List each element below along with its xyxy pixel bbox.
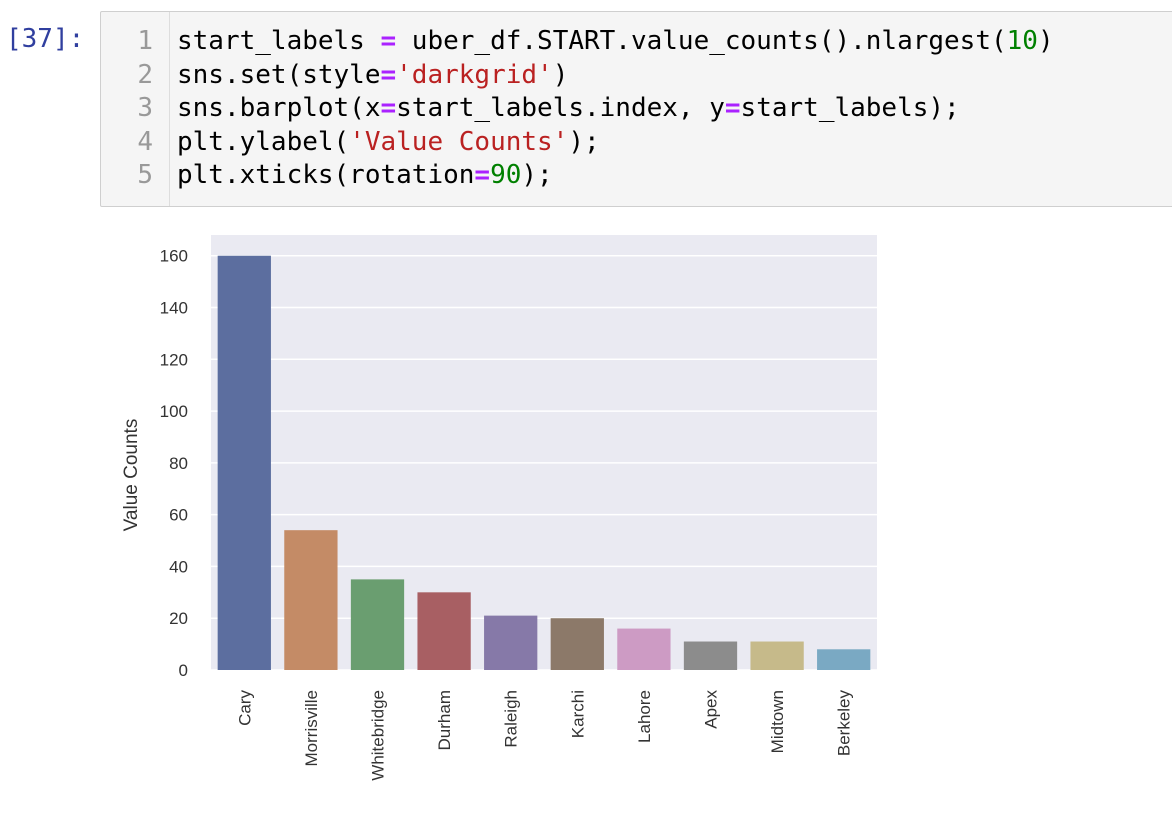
code-token: =	[380, 93, 397, 123]
y-tick-label: 20	[169, 609, 188, 628]
x-tick-label: Apex	[702, 690, 721, 729]
bar-karchi	[550, 618, 604, 670]
bar-whitebridge	[350, 579, 405, 670]
code-token: =	[380, 59, 397, 90]
code-token: =	[724, 93, 741, 123]
line-number-gutter	[101, 12, 170, 206]
bar-morrisville	[284, 530, 338, 670]
x-tick-label: Berkeley	[835, 690, 854, 757]
bar-durham	[417, 592, 471, 670]
bar-apex	[683, 641, 738, 670]
code-token: 90	[490, 160, 522, 190]
bar-series	[217, 255, 871, 670]
x-tick-label: Cary	[235, 690, 254, 726]
bar-berkeley	[817, 649, 871, 670]
code-token: );	[568, 126, 600, 157]
x-tick-label: Whitebridge	[369, 690, 388, 781]
code-token: plt.ylabel(	[177, 126, 350, 157]
code-token: start_labels);	[740, 93, 960, 123]
code-token: start_labels.index, y	[396, 93, 725, 123]
y-tick-label: 120	[160, 350, 188, 369]
x-tick-labels: Cary Morrisville Whitebridge Durham Raleigh K…	[235, 690, 853, 781]
bar-raleigh	[484, 615, 538, 670]
code-token: =	[474, 160, 491, 190]
code-token: 10	[1006, 26, 1038, 56]
y-tick-label: 100	[160, 402, 188, 421]
cell-prompt: [37]:	[6, 24, 85, 54]
y-tick-label: 60	[169, 506, 188, 525]
code-token: sns.barplot(x	[177, 93, 381, 123]
x-tick-label: Morrisville	[302, 690, 321, 767]
code-token: uber_df.START.value_counts().nlargest(	[396, 26, 1007, 56]
code-token: )	[552, 59, 569, 90]
line-number: 3	[137, 93, 153, 123]
code-token: =	[380, 26, 397, 56]
line-number: 5	[137, 160, 153, 190]
line-number: 2	[137, 59, 153, 90]
code-token: )	[1037, 26, 1054, 56]
y-tick-labels: 0 20 40 60 80 100 120 140 160	[160, 247, 188, 680]
x-tick-label: Lahore	[635, 690, 654, 743]
code-token: sns.set(style	[177, 59, 381, 90]
code-line: sns.set(style='darkgrid')	[177, 58, 568, 92]
x-tick-label: Durham	[435, 690, 454, 750]
y-tick-label: 0	[179, 661, 188, 680]
code-token: );	[521, 160, 553, 190]
x-tick-label: Raleigh	[502, 690, 521, 748]
y-axis-label: Value Counts	[121, 419, 142, 532]
code-token: start_labels	[177, 26, 381, 56]
cell-output: 0 20 40 60 80 100 120 140 160 Cary Morrisville Whi…	[100, 220, 900, 815]
code-cell[interactable]: 1 start_labels = uber_df.START.value_coun…	[100, 11, 1172, 207]
y-tick-label: 80	[169, 454, 188, 473]
bar-cary	[217, 255, 271, 670]
code-line: start_labels = uber_df.START.value_count…	[177, 24, 1054, 58]
code-token: 'Value Counts'	[349, 126, 569, 157]
line-number: 1	[137, 26, 153, 56]
y-tick-label: 40	[169, 557, 188, 576]
code-line: plt.xticks(rotation=90);	[177, 158, 553, 192]
code-line: plt.ylabel('Value Counts');	[177, 125, 600, 159]
y-tick-label: 160	[160, 247, 188, 266]
x-tick-label: Midtown	[768, 690, 787, 753]
bar-midtown	[750, 641, 804, 670]
x-tick-label: Karchi	[568, 690, 587, 738]
code-token: plt.xticks(rotation	[177, 160, 475, 190]
line-number: 4	[137, 126, 153, 157]
code-line: sns.barplot(x=start_labels.index, y=star…	[177, 91, 960, 125]
y-tick-label: 140	[160, 299, 188, 318]
code-token: 'darkgrid'	[396, 59, 553, 90]
bar-chart: 0 20 40 60 80 100 120 140 160 Cary Morrisville Whi…	[121, 235, 877, 781]
bar-lahore	[617, 628, 671, 670]
